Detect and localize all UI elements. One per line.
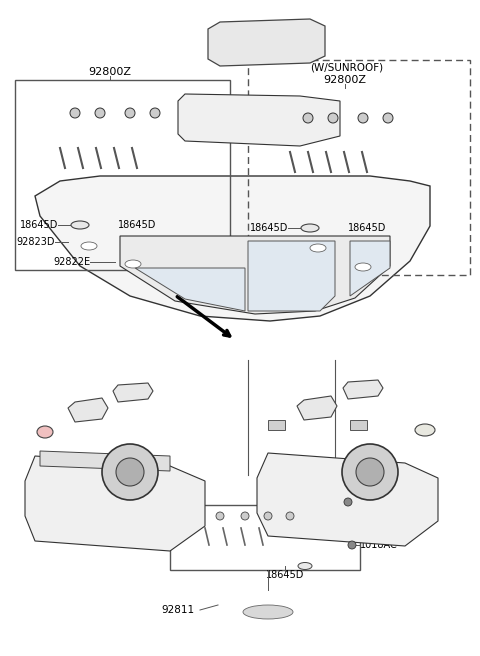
Polygon shape [113,383,153,402]
Polygon shape [40,451,170,471]
Ellipse shape [298,562,312,569]
Text: 92800Z: 92800Z [88,67,132,77]
Ellipse shape [310,244,326,252]
Polygon shape [248,241,335,311]
Polygon shape [120,236,390,314]
Text: 1018AC: 1018AC [360,540,398,550]
Bar [170,505,360,570]
Ellipse shape [81,242,97,250]
Circle shape [348,541,356,549]
Bar [248,60,470,275]
Ellipse shape [355,263,371,271]
Polygon shape [297,396,337,420]
Text: 92800A: 92800A [115,532,155,542]
Circle shape [344,498,352,506]
Circle shape [328,113,338,123]
Circle shape [383,113,393,123]
Polygon shape [25,456,205,551]
Text: 18645D: 18645D [266,570,304,580]
Bar [268,420,285,430]
Circle shape [358,113,368,123]
Circle shape [303,113,313,123]
Text: 92800Z: 92800Z [324,75,367,85]
Ellipse shape [125,260,141,268]
Circle shape [241,512,249,520]
Ellipse shape [71,221,89,229]
Ellipse shape [243,605,293,619]
Circle shape [102,444,158,500]
Circle shape [95,108,105,118]
Circle shape [264,512,272,520]
Ellipse shape [37,426,53,438]
Circle shape [150,108,160,118]
Circle shape [356,458,384,486]
Polygon shape [350,241,390,296]
Text: (W/SUNROOF): (W/SUNROOF) [310,63,383,73]
Bar [350,420,367,430]
Circle shape [286,512,294,520]
Text: 92822E: 92822E [283,260,320,270]
Ellipse shape [415,424,435,436]
Text: 18645D: 18645D [250,223,288,233]
Text: 92822E: 92822E [53,257,90,267]
Text: 18645D: 18645D [20,220,58,230]
Polygon shape [35,176,430,321]
Text: 18645D: 18645D [348,223,386,233]
Bar [15,80,230,270]
Text: 92811: 92811 [162,605,195,615]
Polygon shape [257,453,438,546]
Text: 18645D: 18645D [118,220,156,230]
Circle shape [116,458,144,486]
Text: 1491JB: 1491JB [352,500,386,510]
Circle shape [342,444,398,500]
Polygon shape [208,19,325,66]
Circle shape [125,108,135,118]
Text: 92823D: 92823D [16,237,55,247]
Circle shape [216,512,224,520]
Polygon shape [135,268,245,311]
Polygon shape [343,380,383,399]
Polygon shape [178,94,340,146]
Polygon shape [68,398,108,422]
Text: 92823D: 92823D [244,239,283,249]
Circle shape [70,108,80,118]
Ellipse shape [301,224,319,232]
